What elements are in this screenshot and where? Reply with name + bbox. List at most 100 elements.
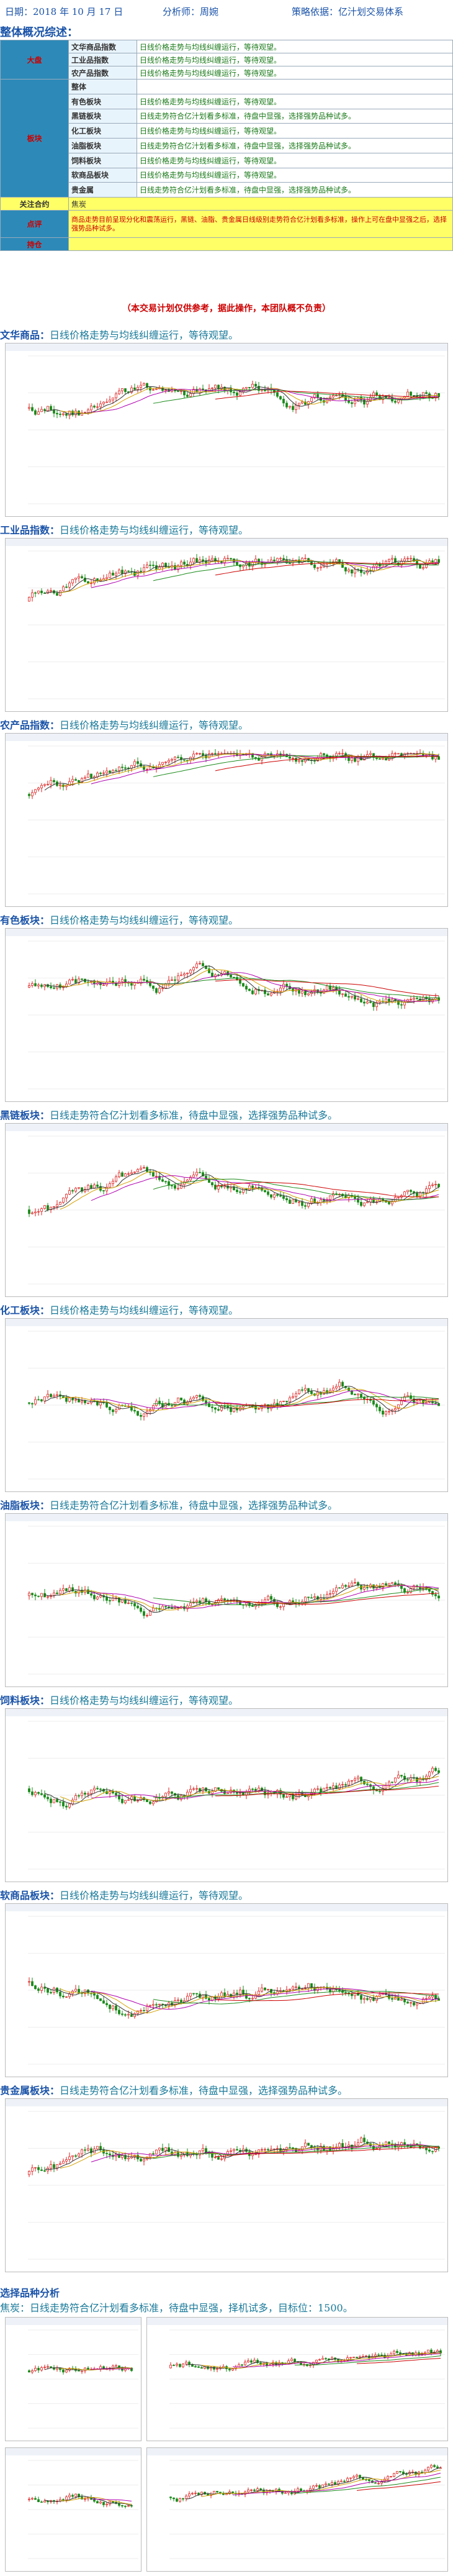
candle-body	[155, 988, 158, 993]
candle-body	[189, 1398, 192, 1403]
candle-body	[239, 564, 241, 567]
candle-body	[87, 1793, 89, 1795]
ma-line	[60, 969, 439, 1003]
candle-body	[133, 1796, 136, 1801]
candle-body	[143, 1611, 145, 1616]
candle-body	[180, 562, 182, 566]
candle-body	[304, 2142, 307, 2147]
candle-body	[377, 2483, 380, 2485]
candle-body	[50, 1798, 52, 1803]
candle-body	[208, 1601, 210, 1605]
candle-body	[391, 753, 393, 757]
candle-body	[354, 1778, 356, 1781]
candle-body	[112, 398, 114, 401]
candle-body	[242, 565, 244, 567]
candle-body	[375, 2148, 378, 2150]
candle-body	[28, 2498, 30, 2500]
candle-body	[328, 2483, 330, 2485]
ma-line	[60, 1775, 439, 1803]
candle-body	[121, 767, 123, 768]
candle-body	[74, 779, 77, 781]
candle-body	[309, 2365, 312, 2366]
candle-body	[31, 2370, 34, 2373]
candle-body	[267, 2149, 269, 2150]
candle-body	[140, 1415, 142, 1417]
candle-body	[71, 579, 74, 583]
candle-body	[366, 401, 369, 405]
candle-body	[68, 583, 71, 588]
table-row: 持仓	[0, 237, 453, 251]
candle-body	[273, 1194, 276, 1198]
candle-body	[388, 2141, 390, 2144]
candle-body	[382, 758, 384, 760]
section-name: 黑链板块：	[0, 1109, 50, 1121]
candle-body	[385, 2141, 387, 2146]
candle-body	[264, 2149, 266, 2150]
ma-line	[232, 2472, 441, 2496]
candle-body	[105, 401, 108, 403]
table-row: 贵金属 日线走势符合亿汁划看多标准，待盘中显强，选择强势品种试多。	[1, 182, 453, 198]
ma-line	[215, 1992, 439, 2001]
candle-body	[254, 384, 257, 387]
candle-body	[335, 1785, 338, 1790]
chart-toolbar	[6, 2318, 141, 2325]
candle-body	[202, 559, 204, 562]
candle-body	[360, 1777, 362, 1782]
candle-body	[68, 980, 71, 985]
chart-toolbar	[6, 539, 447, 546]
candle-body	[245, 986, 248, 990]
candle-body	[220, 1598, 223, 1600]
candle-body	[47, 1796, 49, 1800]
candle-body	[31, 792, 34, 796]
chart-toolbar	[6, 929, 447, 936]
candle-body	[400, 1999, 403, 2001]
candle-body	[251, 2154, 254, 2156]
candle-body	[143, 766, 145, 770]
report-header: 日期：2018 年 10 月 17 日 分析师：周婉 策略依据：亿汁划交易体系	[0, 0, 453, 22]
candle-body	[34, 1792, 37, 1795]
candle-body	[90, 1593, 92, 1596]
candle-body	[251, 753, 254, 758]
candle-body	[71, 1800, 74, 1805]
candle-body	[115, 2005, 117, 2011]
candle-body	[357, 2142, 359, 2146]
candle-body	[340, 2480, 343, 2482]
candle-body	[37, 1792, 40, 1794]
candle-body	[115, 770, 117, 771]
candle-body	[416, 1400, 418, 1403]
candle-body	[105, 1186, 108, 1191]
candle-body	[217, 753, 220, 755]
candle-body	[239, 1990, 241, 1995]
candle-body	[406, 2001, 409, 2004]
candle-body	[320, 753, 322, 758]
overview-table: 大盘 文华商品指数 日线价格走势与均线纠缠运行，等待观望。 工业品指数 日线价格…	[0, 40, 453, 251]
kline-svg	[147, 2318, 447, 2441]
candle-body	[180, 1184, 182, 1189]
mini-chart-1	[5, 2317, 141, 2441]
candle-body	[65, 785, 68, 787]
candle-body	[130, 1406, 133, 1411]
section-name: 贵金属板块：	[0, 2085, 60, 2096]
candle-body	[47, 1596, 49, 1598]
candle-body	[391, 1998, 393, 2000]
candle-body	[189, 1176, 192, 1181]
candle-body	[363, 1586, 366, 1590]
candle-body	[270, 993, 272, 996]
candle-body	[410, 1395, 412, 1400]
candle-body	[137, 387, 139, 390]
row-text: 日线走势符合亿汁划看多标准，待盘中显强，选择强势品种试多。	[137, 108, 453, 124]
candle-body	[109, 573, 111, 578]
candle-body	[164, 983, 167, 989]
candle-body	[385, 998, 387, 1002]
candle-body	[285, 983, 288, 987]
candle-body	[40, 1399, 43, 1401]
candle-body	[431, 2150, 434, 2152]
candle-body	[205, 561, 207, 564]
candle-body	[211, 753, 213, 755]
candle-body	[369, 2143, 372, 2147]
candle-body	[205, 1994, 207, 1999]
chart-toolbar	[6, 1709, 447, 1716]
candle-body	[372, 566, 375, 571]
candle-body	[344, 1585, 347, 1587]
candle-body	[281, 2491, 284, 2494]
